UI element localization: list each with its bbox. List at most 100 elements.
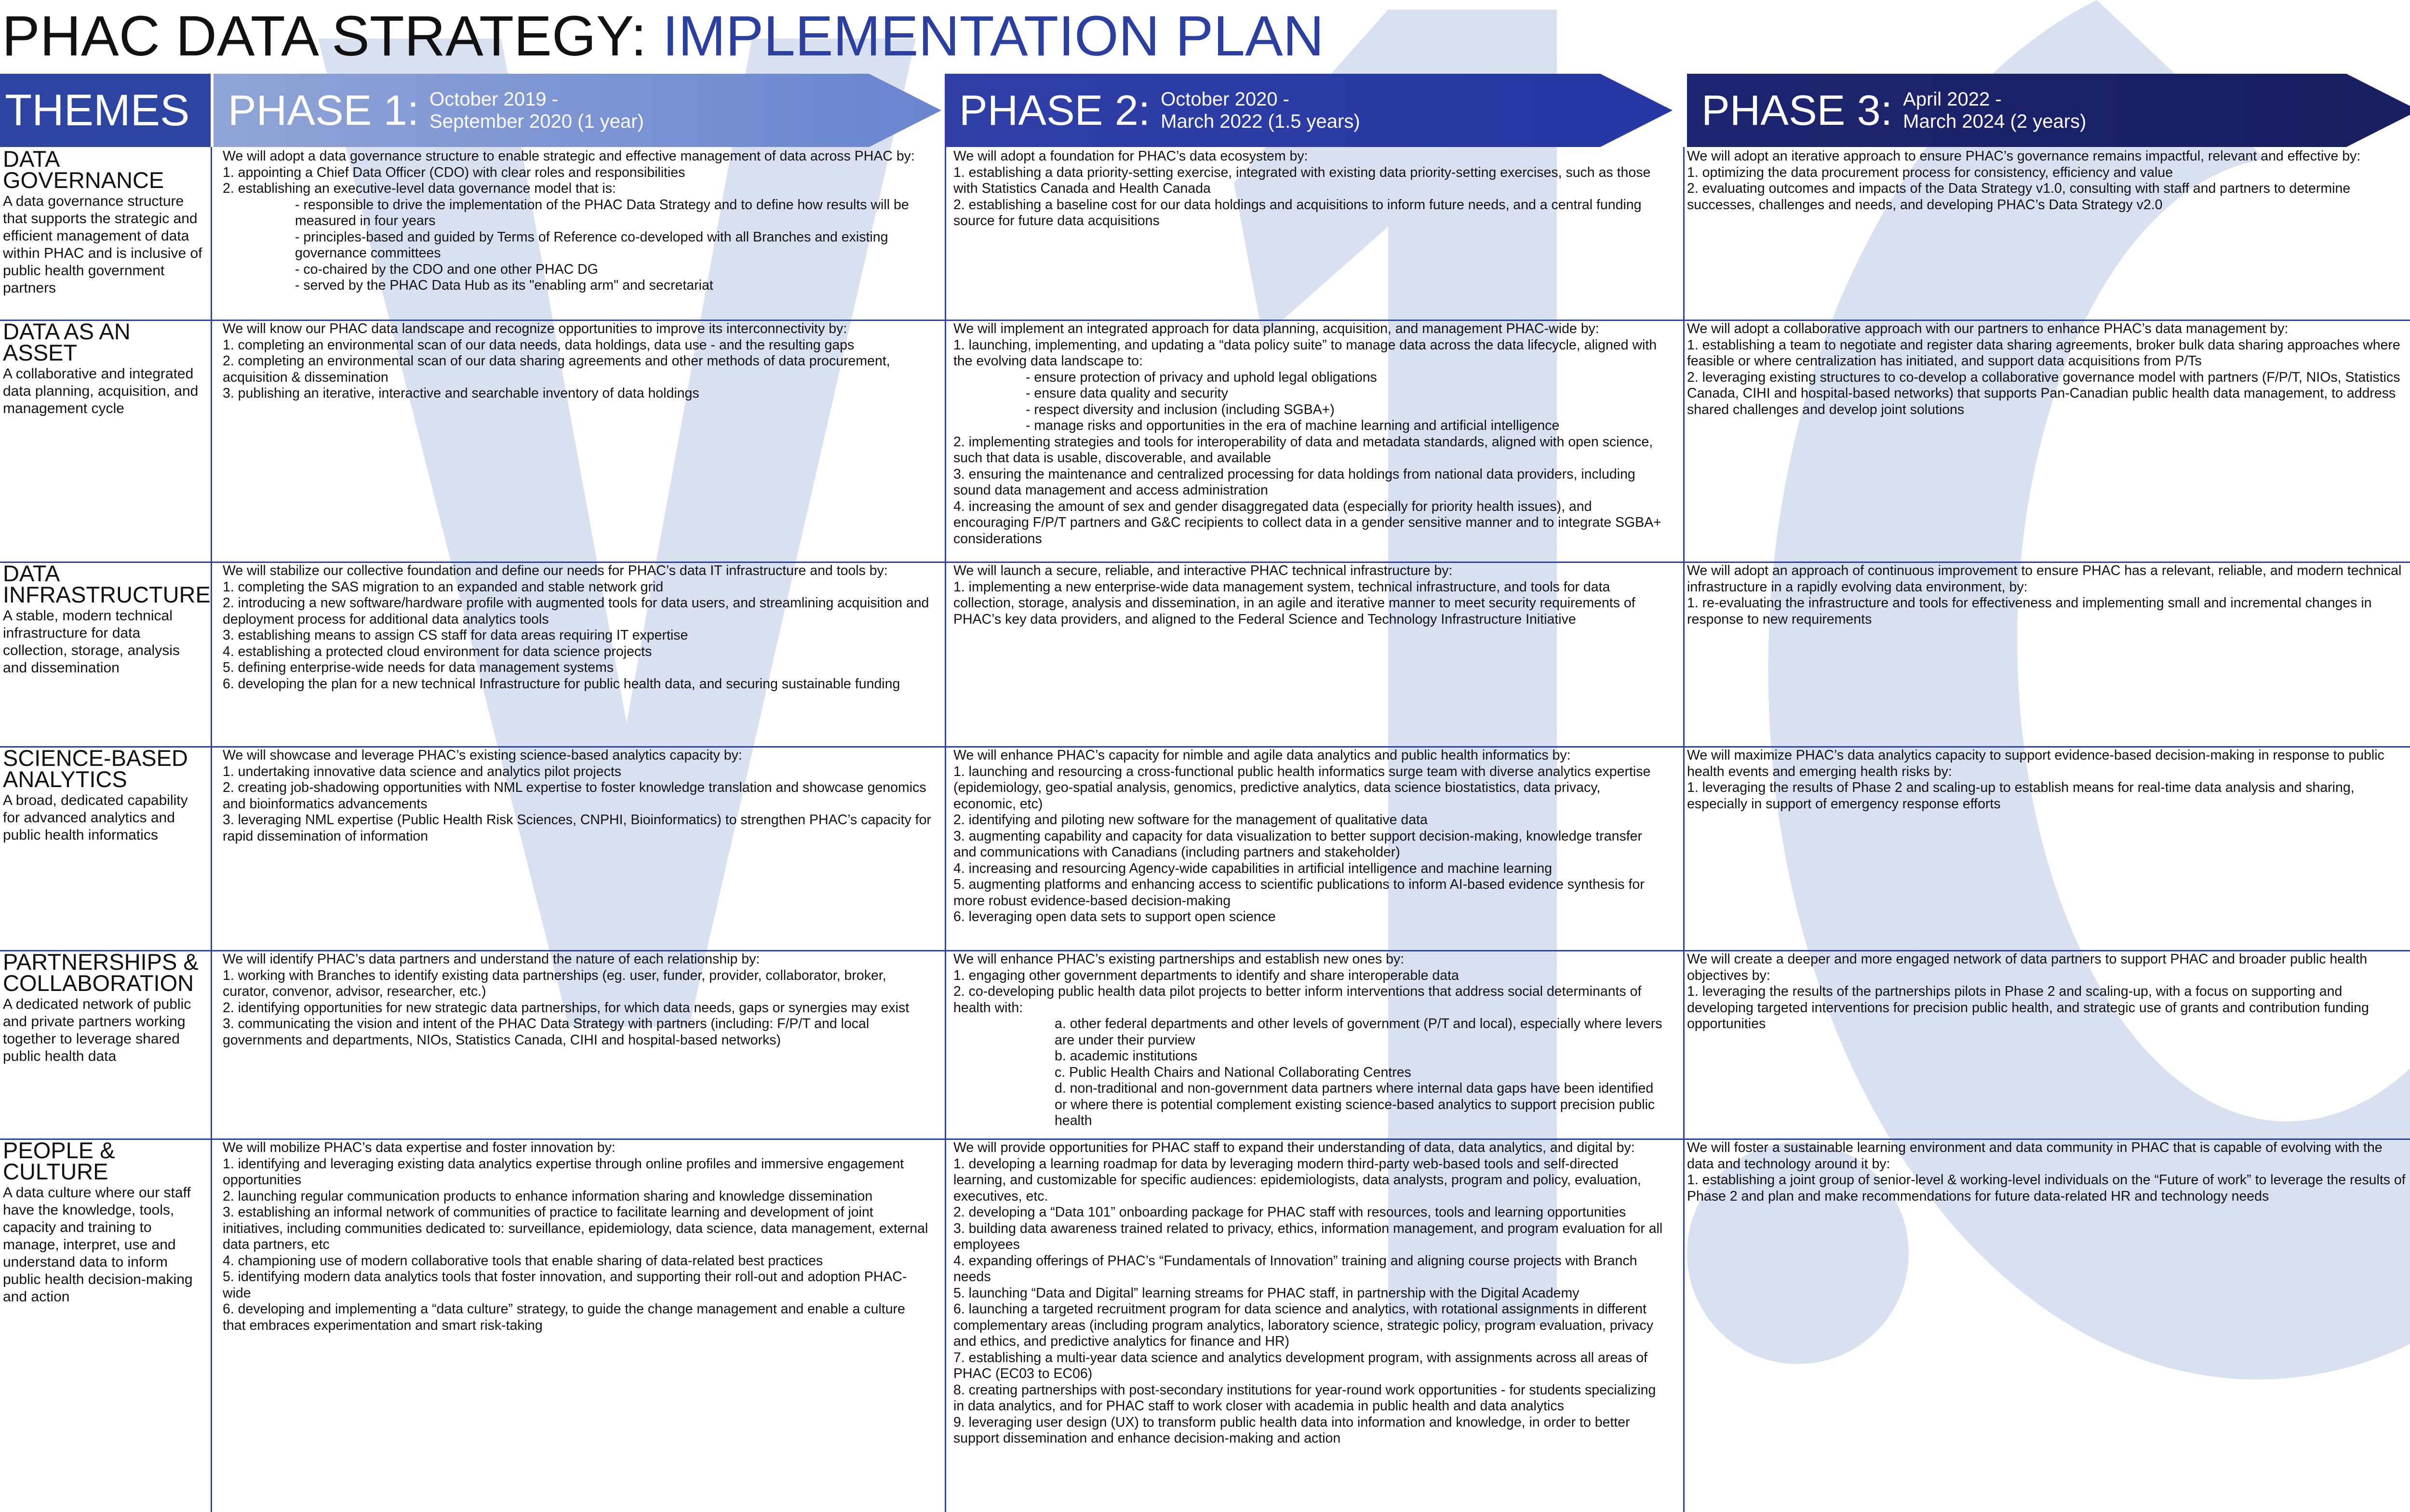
phase-1-cell: We will showcase and leverage PHAC’s exi… — [223, 748, 931, 844]
divider — [211, 147, 212, 1512]
title-accent: IMPLEMENTATION PLAN — [662, 4, 1324, 68]
table-row: DATA GOVERNANCE A data governance struct… — [0, 147, 2410, 320]
cell-item-text: - served by the PHAC Data Hub as its "en… — [295, 278, 713, 293]
phase-3-date-end: March 2024 (2 years) — [1903, 111, 2087, 132]
phase-3-dates: April 2022 - March 2024 (2 years) — [1903, 88, 2086, 133]
cell-intro-text: We will provide opportunities for PHAC s… — [953, 1140, 1635, 1155]
phase-3-header: PHASE 3: April 2022 - March 2024 (2 years… — [1687, 74, 2410, 147]
theme-description: A broad, dedicated capability for advanc… — [3, 792, 188, 843]
cell-item-text: 3. leveraging NML expertise (Public Heal… — [223, 812, 935, 844]
cell-item-text: 6. launching a targeted recruitment prog… — [953, 1301, 1657, 1349]
cell-intro-text: We will maximize PHAC’s data analytics c… — [1687, 748, 2388, 779]
title-main: PHAC DATA STRATEGY: — [2, 4, 663, 68]
theme-description: A dedicated network of public and privat… — [3, 996, 191, 1064]
theme-cell: SCIENCE-BASED ANALYTICS A broad, dedicat… — [3, 745, 208, 844]
phase-3-cell: We will create a deeper and more engaged… — [1687, 951, 2410, 1032]
cell-intro-text: We will enhance PHAC’s capacity for nimb… — [953, 748, 1571, 763]
phase-2-date-end: March 2022 (1.5 years) — [1161, 111, 1360, 132]
phase-3-name: PHASE 3: — [1701, 86, 1893, 134]
cell-item-text: - respect diversity and inclusion (inclu… — [1026, 401, 1335, 417]
theme-name: DATA INFRASTRUCTURE — [3, 561, 211, 607]
cell-item-text: 2. establishing a baseline cost for our … — [953, 197, 1646, 229]
cell-item-text: - manage risks and opportunities in the … — [1026, 418, 1560, 433]
phase-3-cell: We will adopt an iterative approach to e… — [1687, 148, 2410, 213]
cell-item-text: 1. optimizing the data procurement proce… — [1687, 164, 2173, 180]
cell-item-text: 1. completing the SAS migration to an ex… — [223, 579, 664, 595]
cell-item-text: 1. leveraging the results of Phase 2 and… — [1687, 780, 2358, 812]
cell-item-text: 2. completing an environmental scan of o… — [223, 353, 894, 385]
cell-intro-text: We will adopt a collaborative approach w… — [1687, 321, 2289, 336]
cell-intro-text: We will create a deeper and more engaged… — [1687, 951, 2371, 983]
cell-item-text: 6. developing and implementing a “data c… — [223, 1301, 909, 1333]
cell-item-text: 6. leveraging open data sets to support … — [953, 909, 1276, 924]
cell-intro-text: We will launch a secure, reliable, and i… — [953, 563, 1453, 578]
theme-cell: DATA INFRASTRUCTURE A stable, modern tec… — [3, 561, 211, 677]
cell-item-text: 4. increasing the amount of sex and gend… — [953, 498, 1665, 547]
phase-2-cell: We will implement an integrated approach… — [953, 321, 1666, 547]
cell-intro-text: We will showcase and leverage PHAC’s exi… — [223, 748, 742, 763]
divider — [0, 950, 2410, 951]
phase-3-cell: We will adopt a collaborative approach w… — [1687, 321, 2410, 418]
theme-name: SCIENCE-BASED ANALYTICS — [3, 745, 188, 792]
cell-item-text: 1. identifying and leveraging existing d… — [223, 1156, 908, 1188]
phase-2-header: PHASE 2: October 2020 - March 2022 (1.5 y… — [945, 74, 1673, 147]
cell-item-text: b. academic institutions — [1055, 1048, 1198, 1064]
cell-item-text: 6. developing the plan for a new technic… — [223, 676, 900, 692]
phase-1-cell: We will adopt a data governance structur… — [223, 148, 931, 294]
cell-item-text: 1. engaging other government departments… — [953, 967, 1459, 983]
cell-item-text: 2. developing a “Data 101” onboarding pa… — [953, 1204, 1626, 1220]
cell-intro-text: We will adopt a foundation for PHAC’s da… — [953, 148, 1308, 164]
phase-3-cell: We will adopt an approach of continuous … — [1687, 563, 2410, 628]
divider — [945, 147, 946, 1512]
cell-item-text: - responsible to drive the implementatio… — [295, 197, 913, 229]
table-row: DATA INFRASTRUCTURE A stable, modern tec… — [0, 561, 2410, 746]
cell-intro-text: We will adopt a data governance structur… — [223, 148, 915, 164]
cell-intro-text: We will identify PHAC’s data partners an… — [223, 951, 760, 967]
cell-item-text: 1. establishing a joint group of senior-… — [1687, 1172, 2410, 1204]
cell-item-text: 2. evaluating outcomes and impacts of th… — [1687, 181, 2355, 213]
theme-description: A collaborative and integrated data plan… — [3, 366, 199, 416]
cell-intro-text: We will know our PHAC data landscape and… — [223, 321, 847, 336]
cell-item-text: 3. building data awareness trained relat… — [953, 1220, 1667, 1253]
phase-2-date-start: October 2020 - — [1161, 89, 1289, 110]
cell-item-text: - ensure data quality and security — [1026, 386, 1228, 401]
table-row: DATA AS AN ASSET A collaborative and int… — [0, 319, 2410, 562]
theme-name: DATA AS AN ASSET — [3, 319, 131, 365]
phase-1-date-start: October 2019 - — [429, 89, 558, 110]
divider — [1683, 147, 1685, 1512]
phase-1-header: PHASE 1: October 2019 - September 2020 (1… — [214, 74, 941, 147]
cell-item-text: 1. leveraging the results of the partner… — [1687, 984, 2373, 1031]
themes-header: THEMES — [0, 74, 211, 147]
cell-item-text: 3. establishing an informal network of c… — [223, 1204, 932, 1252]
cell-item-text: 4. championing use of modern collaborati… — [223, 1253, 823, 1269]
cell-intro-text: We will enhance PHAC’s existing partners… — [953, 951, 1405, 967]
cell-item-text: 1. implementing a new enterprise-wide da… — [953, 579, 1639, 627]
cell-item-text: 2. launching regular communication produ… — [223, 1188, 873, 1204]
phase-2-cell: We will enhance PHAC’s existing partners… — [953, 951, 1666, 1129]
phase-2-dates: October 2020 - March 2022 (1.5 years) — [1161, 88, 1360, 133]
cell-item-text: 1. working with Branches to identify exi… — [223, 967, 890, 1000]
cell-item-text: c. Public Health Chairs and National Col… — [1055, 1064, 1411, 1080]
cell-intro-text: We will adopt an iterative approach to e… — [1687, 148, 2361, 164]
cell-item-text: 2. co-developing public health data pilo… — [953, 984, 1646, 1016]
phase-2-name: PHASE 2: — [959, 86, 1151, 134]
cell-intro-text: We will foster a sustainable learning en… — [1687, 1140, 2386, 1172]
cell-intro-text: We will adopt an approach of continuous … — [1687, 563, 2406, 595]
cell-intro-text: We will mobilize PHAC’s data expertise a… — [223, 1140, 616, 1155]
theme-name: PEOPLE & CULTURE — [3, 1137, 115, 1184]
phase-3-cell: We will maximize PHAC’s data analytics c… — [1687, 748, 2410, 812]
cell-item-text: 5. defining enterprise-wide needs for da… — [223, 660, 614, 675]
cell-item-text: - ensure protection of privacy and uphol… — [1026, 369, 1377, 385]
cell-item-text: a. other federal departments and other l… — [1055, 1016, 1666, 1048]
phase-1-date-end: September 2020 (1 year) — [429, 111, 644, 132]
cell-item-text: 7. establishing a multi-year data scienc… — [953, 1350, 1651, 1382]
cell-item-text: 1. launching, implementing, and updating… — [953, 337, 1661, 369]
cell-item-text: 9. leveraging user design (UX) to transf… — [953, 1414, 1634, 1446]
theme-cell: DATA GOVERNANCE A data governance struct… — [3, 147, 208, 297]
cell-item-text: 2. introducing a new software/hardware p… — [223, 595, 933, 627]
phase-1-dates: October 2019 - September 2020 (1 year) — [429, 88, 644, 133]
theme-description: A stable, modern technical infrastructur… — [3, 608, 180, 676]
cell-intro-text: We will implement an integrated approach… — [953, 321, 1599, 336]
page-title: PHAC DATA STRATEGY: IMPLEMENTATION PLAN — [2, 0, 1324, 72]
divider — [0, 562, 2410, 563]
